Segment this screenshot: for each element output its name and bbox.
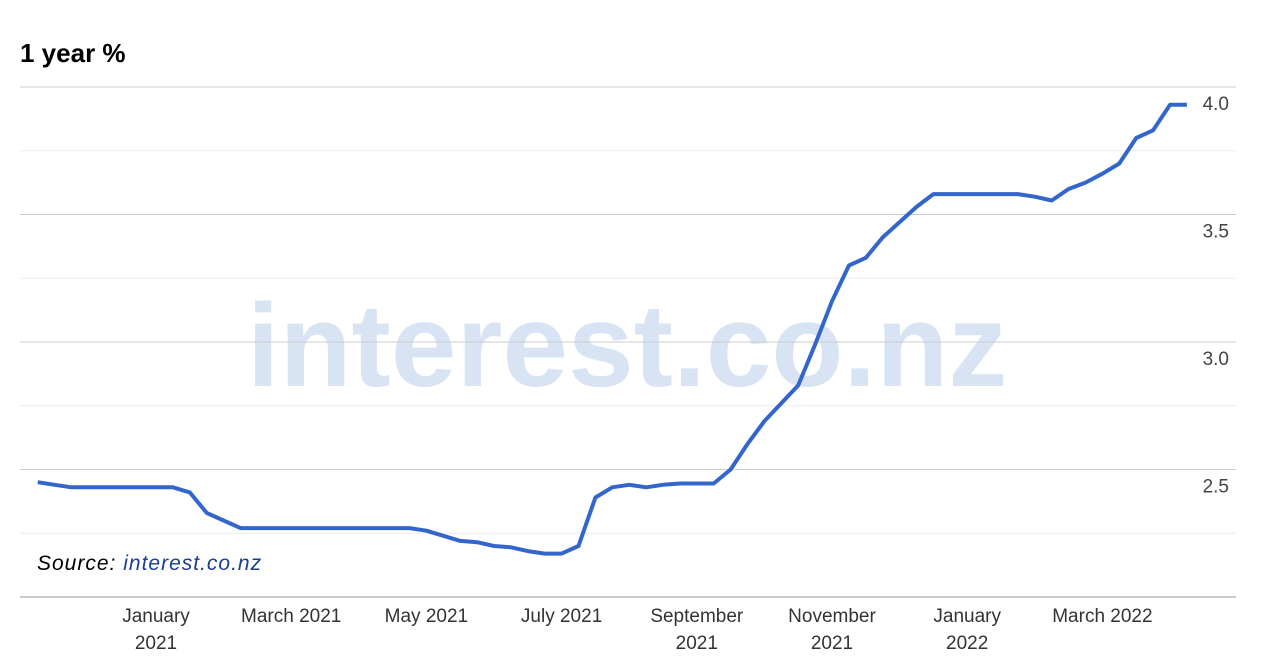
y-tick-label: 2.5 — [1203, 477, 1229, 498]
source-label: Source: — [37, 552, 117, 575]
y-tick-label: 4.0 — [1203, 94, 1229, 115]
x-tick-label: November 2021 — [788, 606, 876, 654]
x-tick-label: March 2021 — [241, 606, 342, 627]
x-tick-label: July 2021 — [520, 606, 603, 627]
y-tick-label: 3.5 — [1203, 222, 1229, 243]
chart-title: 1 year % — [20, 38, 126, 68]
y-tick-label: 3.0 — [1203, 349, 1229, 370]
line-series — [37, 102, 1187, 556]
x-tick-label: September 2021 — [650, 606, 744, 654]
source: Source: interest.co.nz — [37, 552, 262, 576]
x-tick-label: January 2021 — [122, 606, 190, 654]
x-tick-label: March 2022 — [1052, 606, 1153, 627]
x-tick-label: May 2021 — [384, 606, 469, 627]
watermark: interest.co.nz — [247, 280, 1008, 412]
source-text: interest.co.nz — [123, 552, 263, 575]
x-tick-label: January 2022 — [933, 606, 1001, 654]
